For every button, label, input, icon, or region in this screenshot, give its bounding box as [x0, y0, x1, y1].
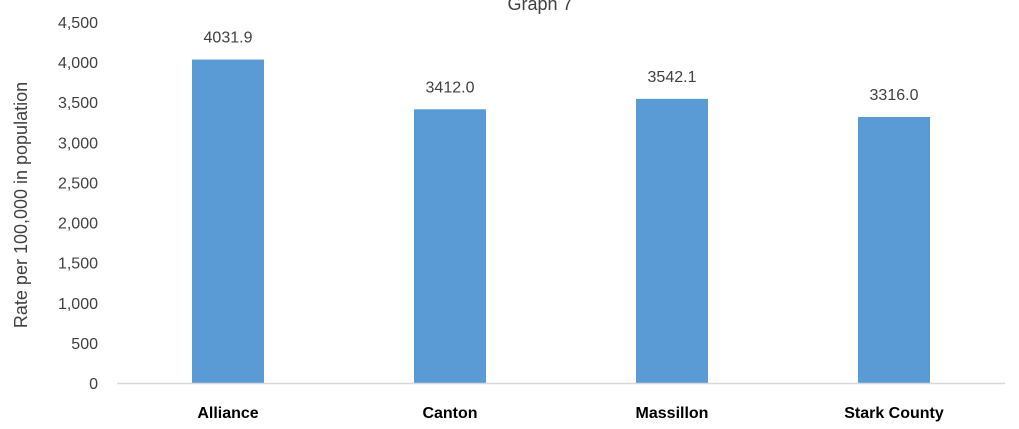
chart-title: Graph 7 [507, 0, 572, 14]
y-tick-label: 2,000 [58, 216, 98, 233]
bar-massillon [636, 98, 708, 384]
data-labels-group: 4031.9 3412.0 3542.1 3316.0 [204, 30, 919, 104]
y-tick-label: 3,000 [58, 135, 98, 152]
x-category-label: Canton [422, 405, 477, 422]
y-axis-ticks: 0 500 1,000 1,500 2,000 2,500 3,000 3,500 4,000 4… [58, 15, 98, 393]
bars-group [192, 59, 930, 384]
y-tick-label: 1,000 [58, 296, 98, 313]
data-label: 3412.0 [426, 79, 475, 96]
x-category-label: Alliance [197, 405, 258, 422]
bar-stark-county [858, 116, 930, 384]
y-tick-label: 3,500 [58, 95, 98, 112]
y-tick-label: 4,500 [58, 15, 98, 32]
y-tick-label: 500 [71, 336, 98, 353]
bar-alliance [192, 59, 264, 383]
y-axis-label: Rate per 100,000 in population [11, 82, 31, 328]
y-tick-label: 2,500 [58, 175, 98, 192]
data-label: 3316.0 [870, 87, 919, 104]
x-category-label: Massillon [636, 405, 709, 422]
x-category-label: Stark County [844, 405, 944, 422]
bar-canton [414, 109, 486, 384]
data-label: 3542.1 [648, 69, 697, 86]
data-label: 4031.9 [204, 30, 253, 47]
y-tick-label: 0 [89, 376, 98, 393]
y-tick-label: 4,000 [58, 55, 98, 72]
y-tick-label: 1,500 [58, 256, 98, 273]
x-axis-category-labels: Alliance Canton Massillon Stark County [197, 405, 944, 422]
